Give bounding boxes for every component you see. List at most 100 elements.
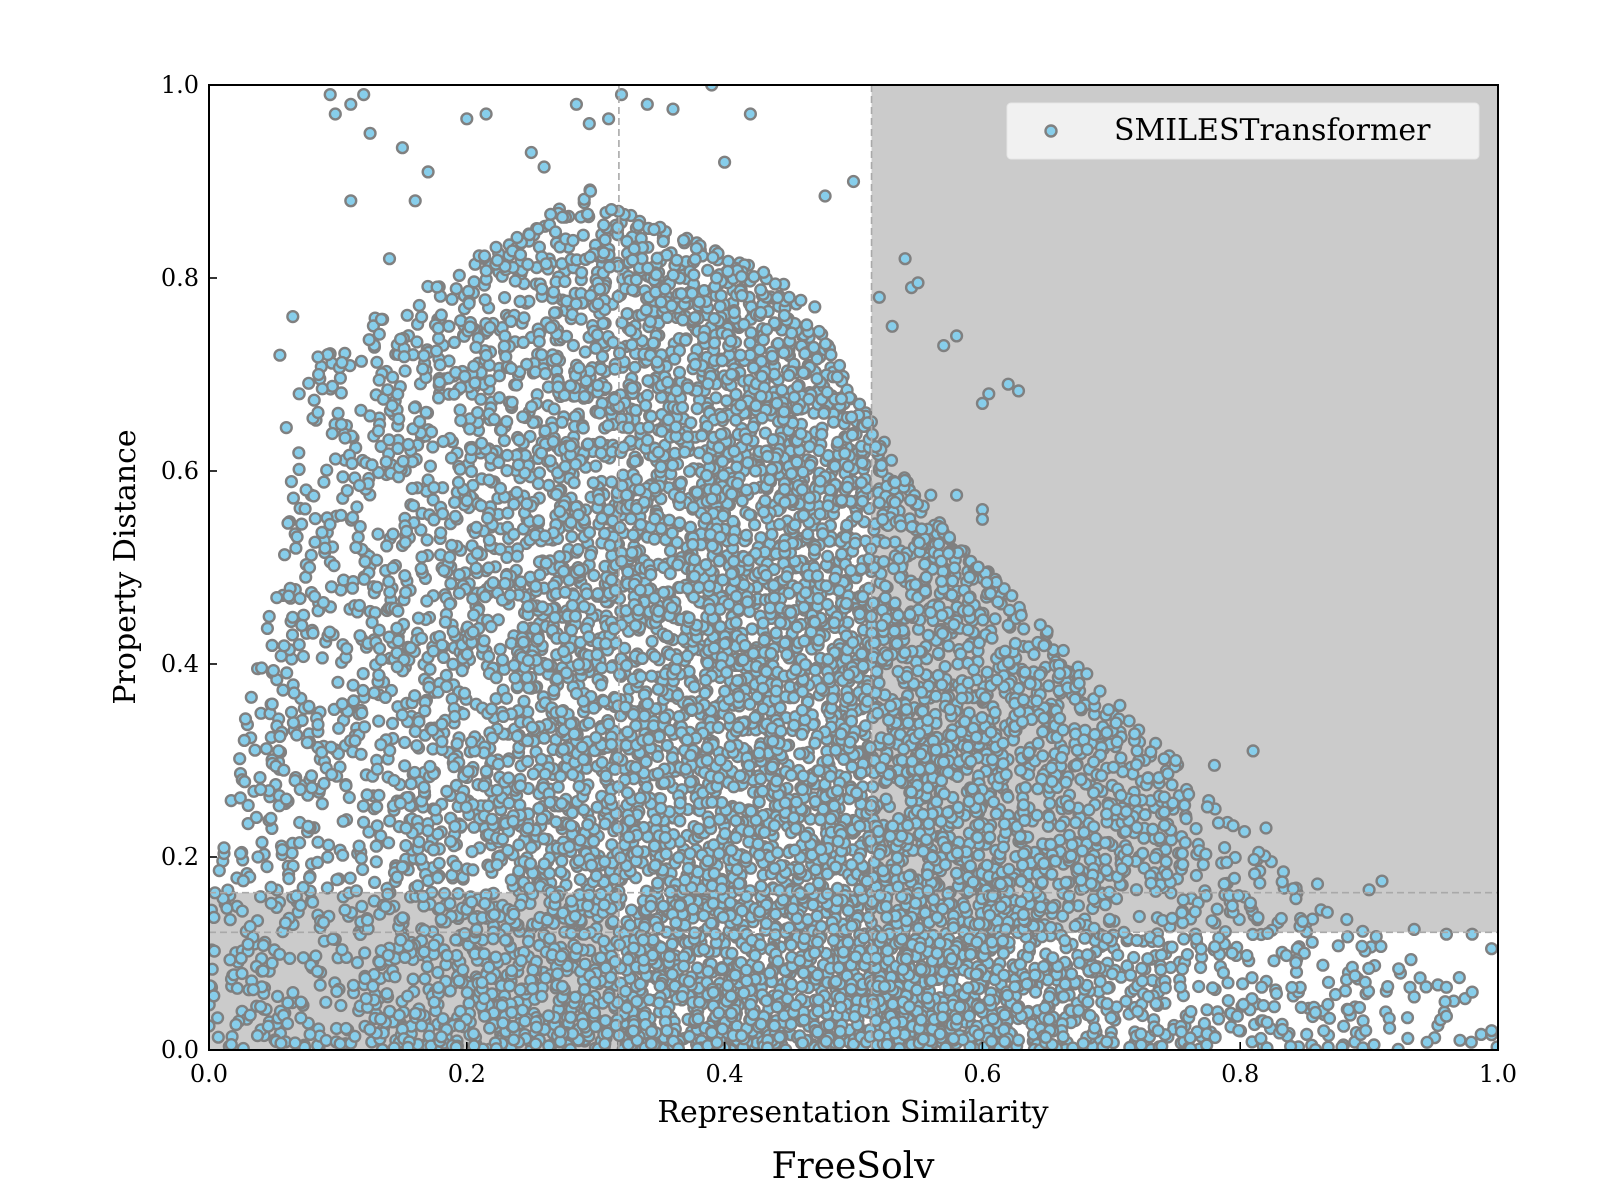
scatter-point bbox=[1320, 905, 1334, 919]
scatter-point bbox=[587, 568, 601, 583]
scatter-point bbox=[336, 814, 350, 828]
scatter-point bbox=[369, 855, 383, 869]
scatter-point bbox=[1356, 924, 1370, 938]
scatter-point bbox=[743, 336, 757, 350]
scatter-point bbox=[1356, 1041, 1370, 1050]
scatter-point bbox=[412, 298, 426, 313]
scatter-point bbox=[1069, 815, 1083, 830]
scatter-point bbox=[315, 797, 329, 811]
scatter-point bbox=[362, 825, 376, 839]
scatter-point bbox=[331, 406, 345, 421]
scatter-point bbox=[338, 903, 352, 917]
scatter-point bbox=[1256, 998, 1271, 1013]
scatter-point bbox=[1157, 818, 1172, 833]
scatter-point bbox=[342, 790, 356, 805]
scatter-point bbox=[589, 459, 603, 473]
scatter-point bbox=[371, 527, 385, 541]
scatter-point bbox=[989, 807, 1003, 821]
scatter-point bbox=[356, 666, 370, 681]
scatter-point bbox=[452, 568, 466, 582]
scatter-point bbox=[501, 506, 515, 520]
scatter-point bbox=[972, 848, 986, 862]
scatter-point bbox=[439, 679, 454, 694]
scatter-point bbox=[398, 364, 412, 378]
scatter-point bbox=[1042, 990, 1056, 1004]
scatter-point bbox=[1177, 798, 1192, 812]
scatter-point bbox=[1165, 778, 1179, 792]
scatter-point bbox=[330, 873, 344, 887]
scatter-point bbox=[288, 1036, 302, 1050]
scatter-point bbox=[423, 662, 437, 676]
scatter-point bbox=[858, 719, 873, 733]
scatter-point bbox=[426, 440, 440, 454]
scatter-point bbox=[432, 856, 446, 870]
scatter-point bbox=[1404, 952, 1418, 967]
scatter-point bbox=[381, 887, 395, 901]
scatter-point bbox=[807, 340, 821, 355]
scatter-point bbox=[1042, 679, 1056, 693]
scatter-point bbox=[1217, 840, 1232, 855]
scatter-point bbox=[1074, 772, 1088, 787]
scatter-point bbox=[401, 437, 416, 452]
scatter-point bbox=[1135, 974, 1149, 988]
scatter-point bbox=[672, 365, 687, 380]
scatter-point bbox=[286, 985, 300, 1000]
scatter-point bbox=[1114, 788, 1128, 803]
scatter-point bbox=[346, 978, 361, 992]
scatter-point bbox=[383, 585, 397, 599]
scatter-point bbox=[255, 835, 269, 850]
scatter-point bbox=[516, 335, 530, 350]
scatter-point bbox=[334, 508, 348, 522]
scatter-point bbox=[683, 520, 698, 534]
scatter-point bbox=[497, 434, 512, 448]
scatter-point bbox=[574, 266, 589, 280]
scatter-point bbox=[604, 475, 619, 489]
scatter-point bbox=[628, 454, 642, 468]
scatter-point bbox=[892, 551, 906, 566]
scatter-point bbox=[980, 665, 994, 679]
scatter-point bbox=[487, 908, 501, 922]
scatter-point bbox=[521, 934, 536, 949]
scatter-point bbox=[426, 843, 441, 857]
scatter-point bbox=[537, 832, 551, 846]
scatter-point bbox=[555, 854, 569, 868]
scatter-point bbox=[467, 820, 481, 834]
scatter-point bbox=[1328, 987, 1343, 1002]
scatter-point bbox=[1267, 1000, 1281, 1014]
scatter-point bbox=[1237, 824, 1252, 839]
scatter-point bbox=[451, 886, 465, 901]
scatter-point bbox=[331, 675, 345, 689]
scatter-point bbox=[317, 475, 331, 489]
scatter-point bbox=[756, 681, 770, 696]
scatter-point bbox=[478, 293, 492, 307]
scatter-point bbox=[452, 268, 466, 283]
scatter-point bbox=[870, 664, 884, 679]
scatter-point bbox=[343, 871, 357, 885]
scatter-point bbox=[1300, 1027, 1314, 1042]
scatter-point bbox=[467, 1027, 481, 1041]
scatter-point bbox=[1128, 793, 1142, 808]
scatter-point bbox=[313, 978, 327, 992]
scatter-point bbox=[354, 354, 369, 368]
scatter-point bbox=[262, 609, 276, 624]
scatter-point bbox=[1453, 1033, 1467, 1047]
scatter-point bbox=[382, 574, 396, 589]
scatter-point bbox=[531, 477, 546, 491]
scatter-point bbox=[330, 984, 344, 999]
scatter-point bbox=[355, 706, 369, 720]
scatter-point bbox=[349, 884, 364, 898]
scatter-point bbox=[1221, 993, 1235, 1008]
scatter-point bbox=[988, 705, 1002, 720]
scatter-point bbox=[1017, 622, 1031, 636]
scatter-point bbox=[1267, 954, 1281, 968]
scatter-point bbox=[820, 549, 835, 563]
scatter-point bbox=[491, 757, 506, 771]
scatter-point bbox=[508, 274, 522, 288]
scatter-point bbox=[303, 1027, 317, 1042]
scatter-point bbox=[492, 369, 507, 383]
scatter-point bbox=[564, 926, 579, 940]
scatter-point bbox=[1340, 930, 1355, 944]
scatter-point bbox=[414, 562, 428, 576]
scatter-point bbox=[363, 409, 377, 423]
